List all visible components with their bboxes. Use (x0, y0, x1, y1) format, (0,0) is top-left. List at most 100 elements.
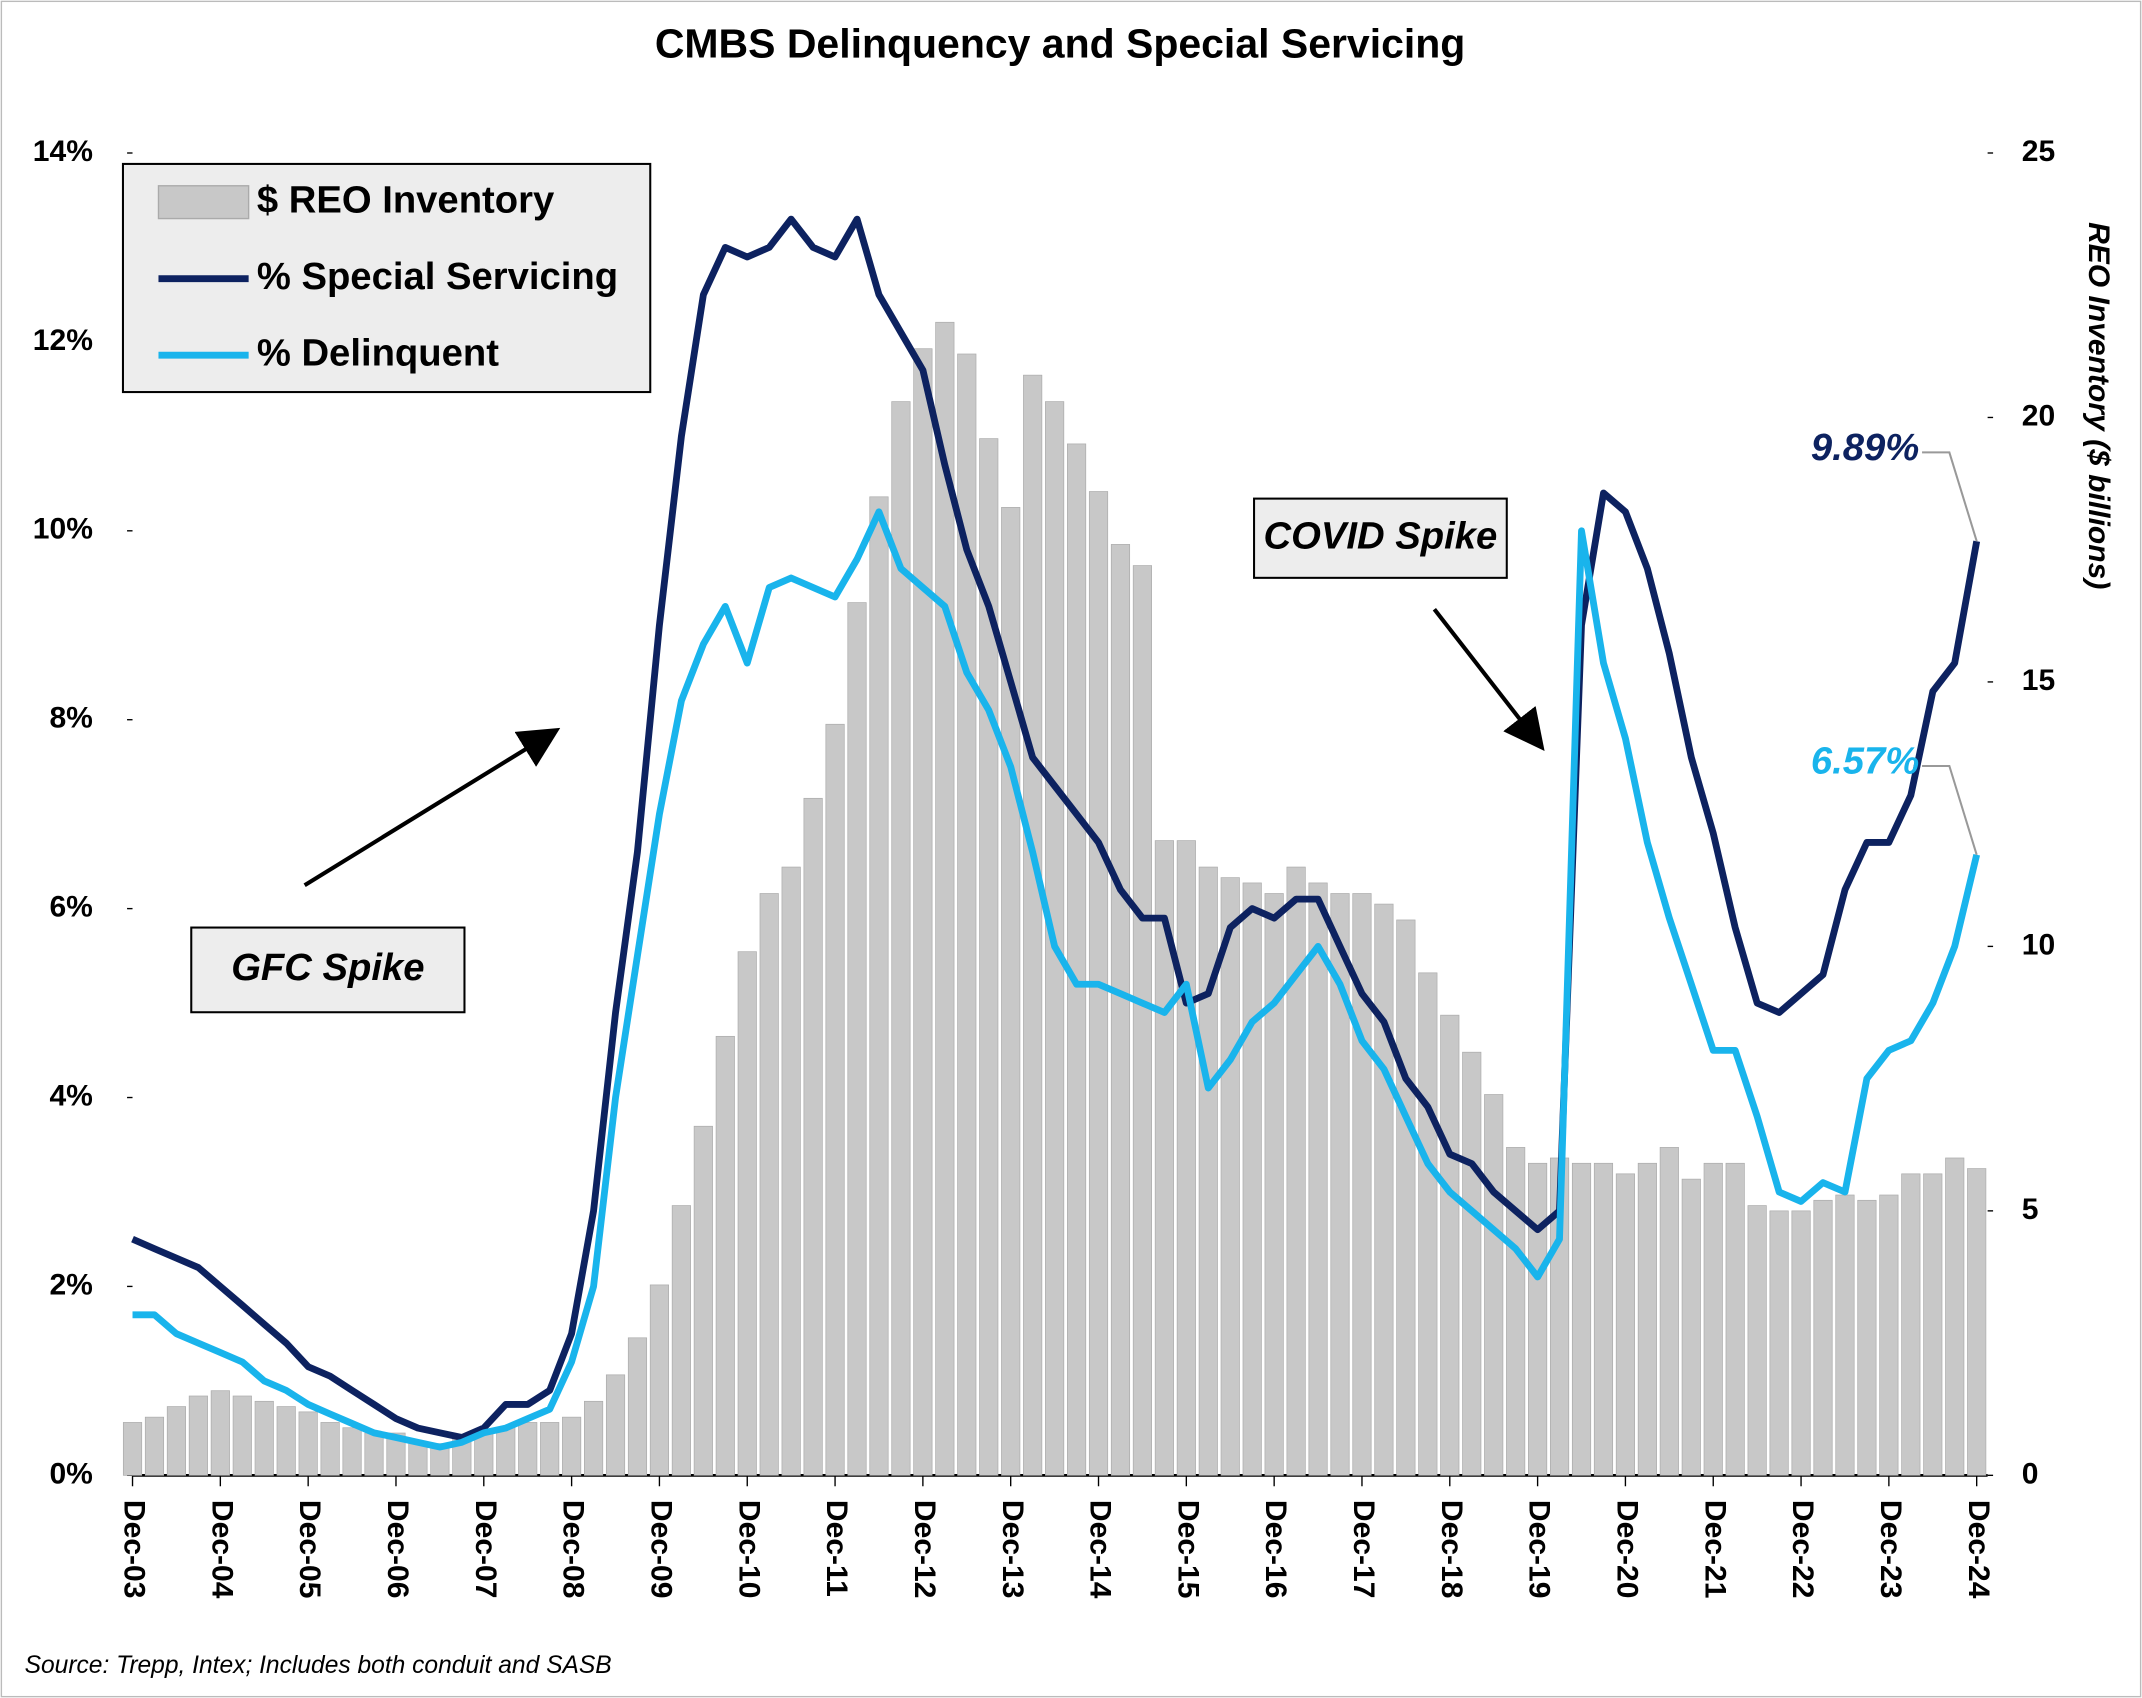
x-tick-label: Dec-03 (118, 1500, 151, 1599)
x-tick-label: Dec-05 (293, 1500, 326, 1599)
source: Source: Trepp, Intex; Includes both cond… (25, 1652, 612, 1679)
bar (1945, 1157, 1965, 1476)
bar (254, 1400, 274, 1476)
bar (496, 1427, 516, 1476)
bar (1352, 893, 1372, 1476)
annotation-box (190, 926, 466, 1014)
bar (474, 1432, 494, 1476)
bar (1264, 893, 1284, 1476)
bar (320, 1422, 340, 1476)
bar (847, 602, 867, 1476)
x-tick-label: Dec-12 (908, 1500, 941, 1599)
bar (342, 1427, 362, 1476)
legend-label: % Special Servicing (257, 255, 618, 298)
bar (1681, 1178, 1701, 1476)
y-tick-label: 8% (49, 702, 92, 735)
bar (364, 1432, 384, 1476)
gfc-arrow (303, 727, 561, 887)
bar (1967, 1168, 1987, 1476)
bar (1418, 972, 1438, 1476)
x-tick-label: Dec-20 (1610, 1500, 1643, 1599)
bar (693, 1125, 713, 1476)
annotation: GFC Spike (231, 946, 424, 989)
x-tick-label: Dec-24 (1962, 1500, 1995, 1599)
y2-tick-label: 5 (2022, 1193, 2039, 1226)
x-tick-label: Dec-04 (205, 1500, 238, 1599)
bar (1110, 544, 1131, 1476)
bar (1901, 1173, 1921, 1476)
covid-arrow (1432, 608, 1545, 751)
bar (649, 1284, 669, 1476)
bar (1286, 866, 1306, 1476)
y-tick-label: 0% (49, 1457, 92, 1490)
bar (276, 1406, 296, 1476)
bar (1308, 882, 1328, 1476)
x-tick-label: Dec-07 (469, 1500, 502, 1599)
bar (298, 1411, 318, 1476)
y-tick-label: 4% (49, 1079, 92, 1112)
x-tick-label: Dec-18 (1435, 1500, 1468, 1599)
bar (584, 1400, 604, 1476)
x-tick-label: Dec-21 (1698, 1500, 1731, 1599)
bar (1923, 1173, 1943, 1476)
bar (627, 1337, 648, 1476)
bar (1769, 1210, 1789, 1476)
bar (803, 797, 823, 1476)
bar (1023, 374, 1043, 1476)
bar (1154, 840, 1174, 1476)
chart-title: CMBS Delinquency and Special Servicing (655, 20, 1465, 66)
y2-axis-label: REO Inventory ($ billions) (2082, 222, 2115, 589)
bar (671, 1205, 691, 1476)
x-tick-label: Dec-10 (732, 1500, 765, 1599)
x-tick-label: Dec-06 (381, 1500, 414, 1599)
x-tick-label: Dec-23 (1874, 1500, 1907, 1599)
bar (408, 1443, 428, 1476)
bar (144, 1416, 165, 1476)
y2-tick-label: 25 (2022, 135, 2055, 168)
bar (1857, 1199, 1877, 1476)
bar (1330, 893, 1350, 1476)
data-label: 6.57% (1811, 739, 1919, 782)
x-tick-label: Dec-16 (1259, 1500, 1292, 1599)
line (132, 508, 1981, 1451)
bar (825, 723, 845, 1476)
x-tick-label: Dec-09 (644, 1500, 677, 1599)
bar (1176, 840, 1196, 1476)
bar (715, 1035, 735, 1476)
bar (232, 1395, 252, 1476)
bar (1484, 1094, 1504, 1476)
bar (1879, 1194, 1899, 1476)
y2-tick-label: 15 (2022, 664, 2055, 697)
legend-label: $ REO Inventory (257, 178, 555, 221)
x-tick-label: Dec-11 (820, 1500, 853, 1597)
data-label: 9.89% (1811, 426, 1919, 469)
bar (386, 1432, 406, 1476)
bar (1593, 1162, 1614, 1476)
bar (737, 951, 757, 1476)
bar (1396, 919, 1416, 1476)
annotation: COVID Spike (1264, 514, 1498, 557)
bar (1132, 565, 1152, 1476)
y-tick-label: 6% (49, 891, 92, 924)
bar (1703, 1162, 1723, 1476)
bar (1440, 1014, 1460, 1476)
bar (166, 1406, 186, 1476)
bar (869, 496, 889, 1476)
bar (1835, 1194, 1855, 1476)
y-tick-label: 14% (33, 135, 93, 168)
bar (562, 1416, 582, 1476)
x-tick-label: Dec-22 (1786, 1500, 1819, 1599)
bar (1747, 1205, 1767, 1476)
bar (1220, 877, 1240, 1476)
bar (1791, 1210, 1811, 1476)
bar (781, 866, 801, 1476)
bar (759, 893, 779, 1476)
x-tick-label: Dec-19 (1523, 1500, 1556, 1599)
bar (1637, 1162, 1657, 1476)
bar (540, 1422, 560, 1476)
bar (1374, 903, 1394, 1476)
annotation-box (1253, 497, 1508, 579)
bar (518, 1422, 538, 1476)
bar (1242, 882, 1262, 1476)
